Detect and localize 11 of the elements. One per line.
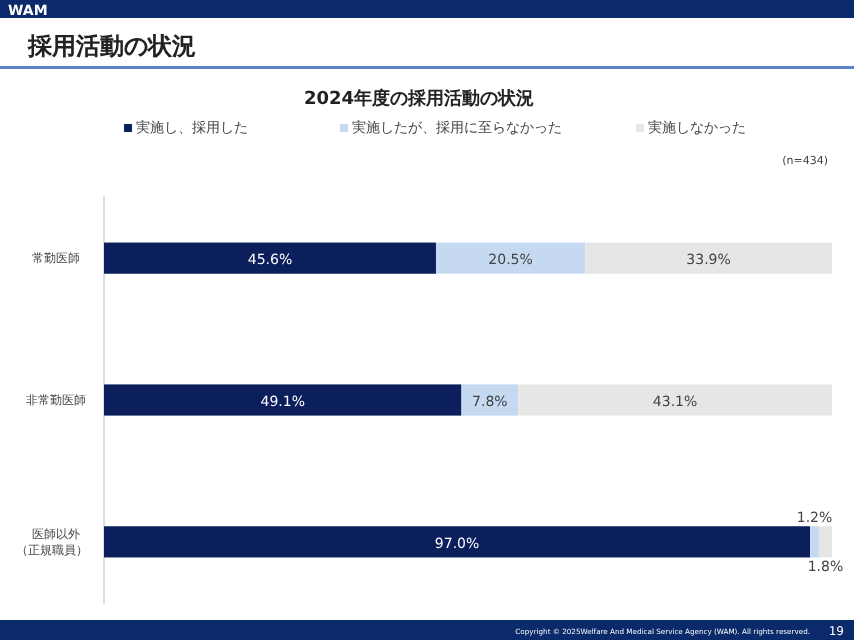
bar bbox=[585, 242, 832, 274]
bar bbox=[461, 384, 519, 416]
bar bbox=[518, 384, 832, 416]
bar bbox=[435, 242, 586, 274]
bar bbox=[810, 526, 819, 558]
bar bbox=[104, 242, 436, 274]
bar bbox=[104, 526, 811, 558]
chart-subtitle: 採用活動の状況 bbox=[26, 32, 196, 60]
bar bbox=[104, 384, 462, 416]
chart-title: 2024年度の採用活動の状況 bbox=[303, 88, 535, 110]
bar bbox=[818, 526, 832, 558]
